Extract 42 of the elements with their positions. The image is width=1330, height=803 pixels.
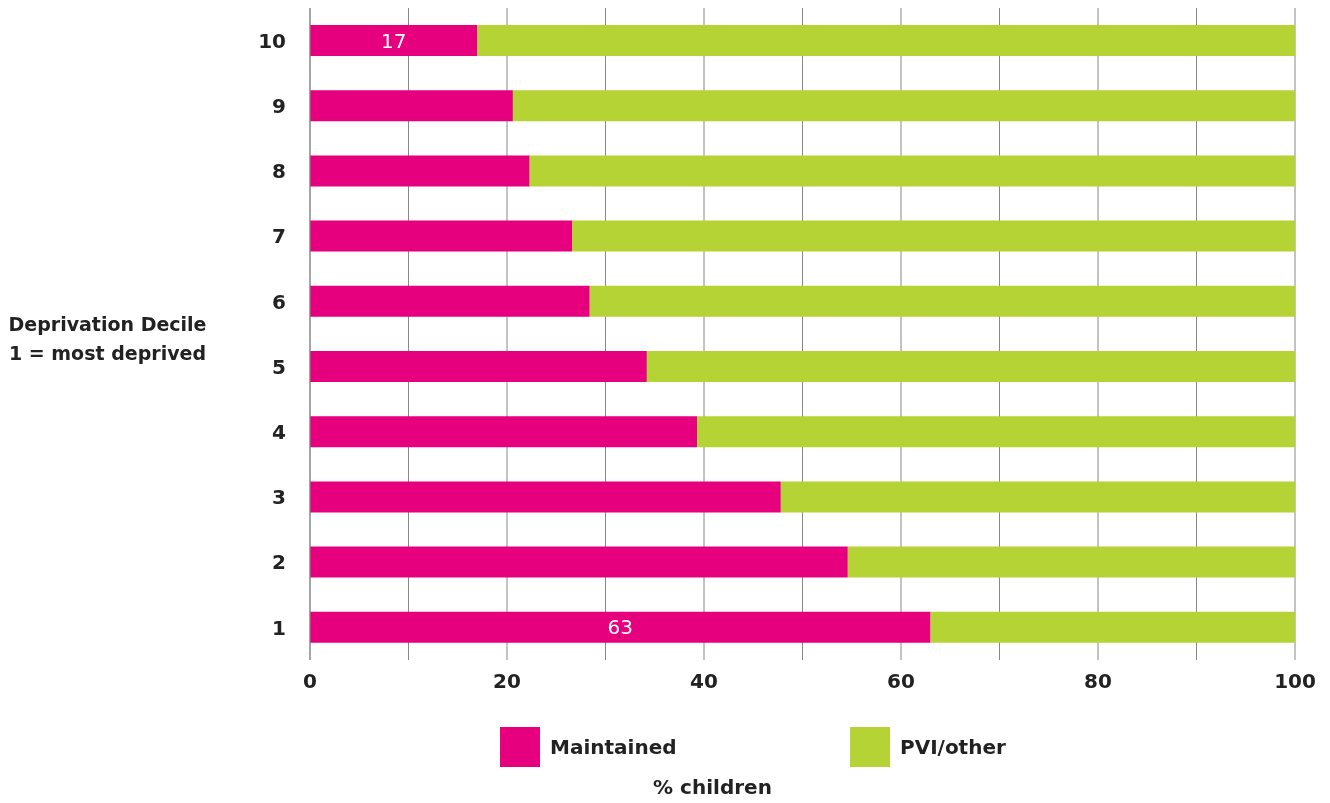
bar bbox=[930, 611, 1295, 643]
y-tick-label: 1 bbox=[272, 615, 286, 640]
x-tick-label: 80 bbox=[1084, 669, 1112, 694]
bar bbox=[310, 155, 530, 187]
bar bbox=[310, 90, 513, 122]
y-tick-label: 3 bbox=[272, 485, 286, 510]
x-tick-label: 0 bbox=[303, 669, 317, 694]
bar bbox=[780, 481, 1295, 513]
bar bbox=[477, 25, 1295, 56]
x-tick-label: 100 bbox=[1274, 669, 1316, 694]
data-label: 17 bbox=[381, 28, 407, 53]
bar bbox=[529, 155, 1295, 187]
legend-label: Maintained bbox=[550, 735, 677, 759]
x-tick-label: 60 bbox=[887, 669, 915, 694]
bar bbox=[310, 220, 573, 252]
bar bbox=[646, 351, 1295, 382]
x-axis-title: % children bbox=[652, 775, 773, 799]
y-axis-title: Deprivation Decile 1 = most deprived bbox=[7, 312, 208, 366]
y-tick-label: 10 bbox=[258, 28, 286, 53]
bar bbox=[310, 25, 478, 56]
y-tick-label: 5 bbox=[272, 354, 286, 379]
bar bbox=[589, 285, 1295, 317]
bar bbox=[310, 416, 698, 448]
x-tick-label: 20 bbox=[493, 669, 521, 694]
data-label: 63 bbox=[607, 615, 633, 640]
y-tick-label: 4 bbox=[272, 419, 286, 444]
bar bbox=[310, 611, 931, 643]
bar bbox=[697, 416, 1295, 448]
legend-label: PVI/other bbox=[900, 735, 1006, 759]
y-tick-label: 9 bbox=[272, 93, 286, 118]
y-tick-label: 7 bbox=[272, 224, 286, 249]
bar bbox=[572, 220, 1295, 252]
bar bbox=[310, 546, 848, 578]
y-tick-label: 2 bbox=[272, 550, 286, 575]
y-tick-label: 8 bbox=[272, 159, 286, 184]
bar bbox=[310, 285, 590, 317]
bar bbox=[310, 351, 647, 382]
bar bbox=[847, 546, 1295, 578]
bar bbox=[310, 481, 781, 513]
x-tick-label: 40 bbox=[690, 669, 718, 694]
bar bbox=[512, 90, 1295, 122]
y-tick-label: 6 bbox=[272, 289, 286, 314]
